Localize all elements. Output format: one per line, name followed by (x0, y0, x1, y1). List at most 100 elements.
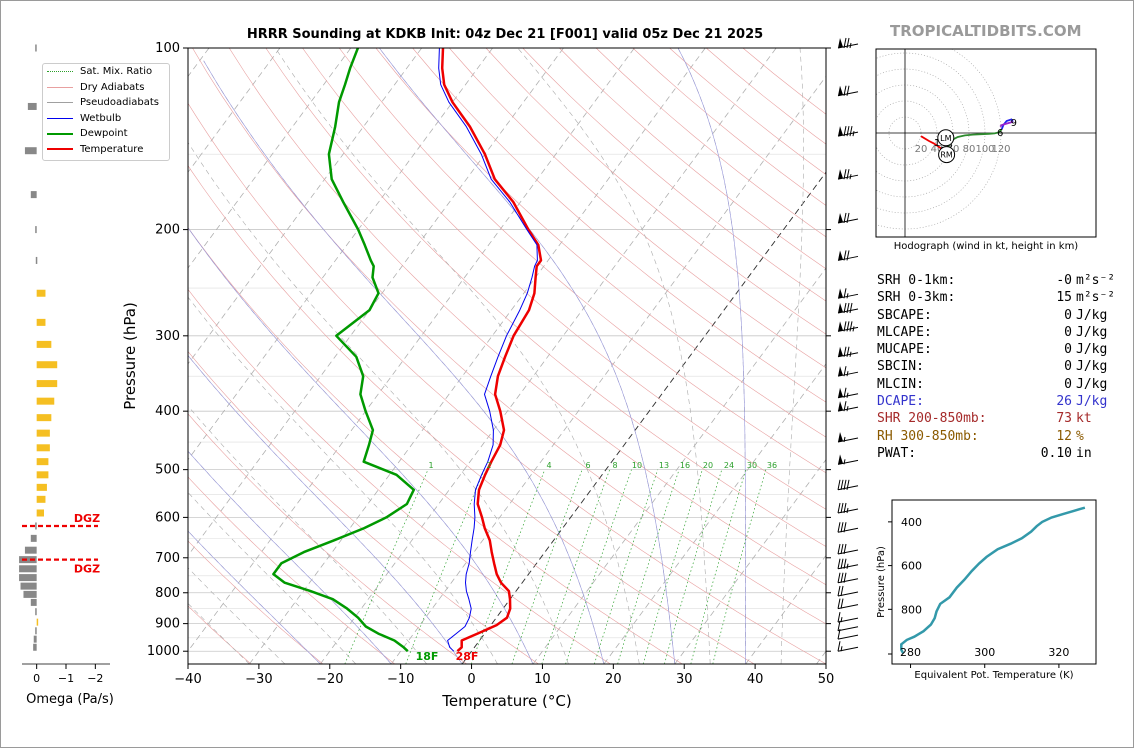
surface-temperature-label: 28F (456, 650, 479, 663)
mixing-ratio-label: 2 (486, 461, 491, 470)
chart-title: HRRR Sounding at KDKB Init: 04z Dec 21 [… (246, 27, 764, 42)
dry-adiabat-line (449, 48, 826, 369)
wind-barb-full (837, 502, 841, 514)
legend-swatch (47, 86, 73, 88)
omega-bar (36, 340, 52, 348)
hodograph-ring-label: 20 (915, 144, 928, 155)
wind-barb-staff (837, 255, 859, 261)
surface-dewpoint-label: 18F (416, 650, 439, 663)
wind-barb-half (849, 174, 852, 180)
wind-barb (837, 346, 859, 358)
wind-barb-full (837, 522, 841, 533)
dry-adiabat-line (485, 48, 826, 335)
pseudoadiabat-line (188, 296, 498, 664)
dry-adiabat-line (188, 413, 467, 664)
isotherm-line (532, 267, 826, 664)
wind-barb-full (846, 346, 850, 357)
legend-swatch (47, 102, 73, 104)
wind-barb-half (843, 459, 846, 465)
wind-barb (837, 401, 859, 412)
omega-bar (19, 556, 37, 564)
wind-barb-full (843, 37, 847, 49)
wind-barb (837, 598, 859, 610)
series-dewpoint-line (272, 48, 416, 653)
wind-barb-full (843, 366, 847, 377)
wind-barb-flag (838, 454, 843, 465)
pseudoadiabat-line (379, 48, 676, 664)
mixing-ratio-line (664, 469, 723, 664)
wind-barb-staff (837, 634, 859, 640)
wind-barb-full (843, 479, 847, 490)
param-row: SBCAPE: 0 J/kg (877, 307, 1115, 324)
hodograph-ring-label: 120 (991, 144, 1010, 155)
legend-swatch (47, 117, 73, 119)
wind-barb-half (846, 371, 849, 377)
omega-bar (30, 598, 37, 606)
wind-barb-full (840, 572, 844, 583)
wind-barb-full (843, 212, 847, 224)
wind-barb-full (837, 629, 841, 640)
omega-bar (36, 495, 46, 503)
wind-barb-full (837, 479, 841, 490)
legend-swatch (47, 132, 73, 135)
wind-barb-full (846, 37, 850, 49)
wind-barb (837, 454, 859, 465)
wind-barb (837, 387, 859, 399)
wind-barb (837, 572, 859, 584)
y-tick-label: 400 (155, 404, 180, 419)
pseudoadiabat-line (188, 141, 569, 664)
param-label: MLCAPE: (877, 324, 932, 340)
wind-barb-full (849, 302, 853, 314)
wind-barb-full (846, 126, 850, 137)
dry-adiabat-line (188, 288, 611, 664)
wind-barb-full (849, 321, 853, 332)
wind-barb (837, 543, 859, 555)
mixing-ratio-line (642, 469, 703, 664)
omega-bar (24, 147, 37, 155)
wind-barb-flag (838, 288, 843, 299)
wind-barb-staff (837, 626, 859, 632)
legend-label: Sat. Mix. Ratio (80, 66, 153, 78)
wind-barb-full (843, 302, 847, 314)
mixing-ratio-line (617, 469, 680, 664)
mixing-ratio-line (594, 469, 659, 664)
mixing-ratio-label: 8 (612, 461, 617, 470)
x-axis-label: Temperature (°C) (441, 692, 571, 710)
isotherm-line (249, 48, 706, 664)
wind-barb (837, 432, 859, 443)
omega-bar (35, 226, 37, 234)
wind-barb-full (846, 302, 850, 314)
wind-barb (837, 250, 859, 261)
y-tick-label: 200 (155, 223, 180, 238)
param-unit: J/kg (1076, 394, 1108, 410)
mixing-ratio-line (511, 469, 583, 664)
param-label: RH 300-850mb: (877, 428, 979, 444)
wind-barb (837, 288, 859, 299)
wind-barb-half (846, 392, 849, 398)
wind-barb (837, 302, 859, 314)
wind-barb-full (840, 522, 844, 533)
storm-motion-marker (937, 129, 955, 147)
param-value: -0 (1056, 273, 1072, 288)
hodograph-area: 2040608010012012369LMRM (876, 49, 1096, 237)
wind-barb-staff (837, 406, 859, 412)
y-tick-label: 100 (155, 41, 180, 56)
isotherm-line (188, 48, 635, 652)
pseudoadiabat-line (188, 567, 286, 664)
wind-barb-full (843, 572, 847, 583)
isotherm-line (188, 48, 564, 557)
wind-barb-full (843, 250, 847, 261)
legend-label: Wetbulb (80, 112, 122, 124)
wind-barb (837, 585, 859, 597)
hodograph-ring-label: 40 (931, 144, 944, 155)
isotherm-line (390, 75, 826, 664)
moist-adiabat-line (677, 48, 746, 664)
y-tick-label: 300 (155, 329, 180, 344)
theta-y-axis-label: Pressure (hPa) (876, 546, 887, 618)
wind-barb-half (852, 131, 855, 137)
param-value: 0 (1064, 376, 1072, 392)
omega-bar (36, 289, 46, 297)
omega-bar (35, 44, 37, 52)
mixing-ratio-label: 6 (585, 461, 590, 470)
y-tick-label: 600 (155, 510, 180, 525)
